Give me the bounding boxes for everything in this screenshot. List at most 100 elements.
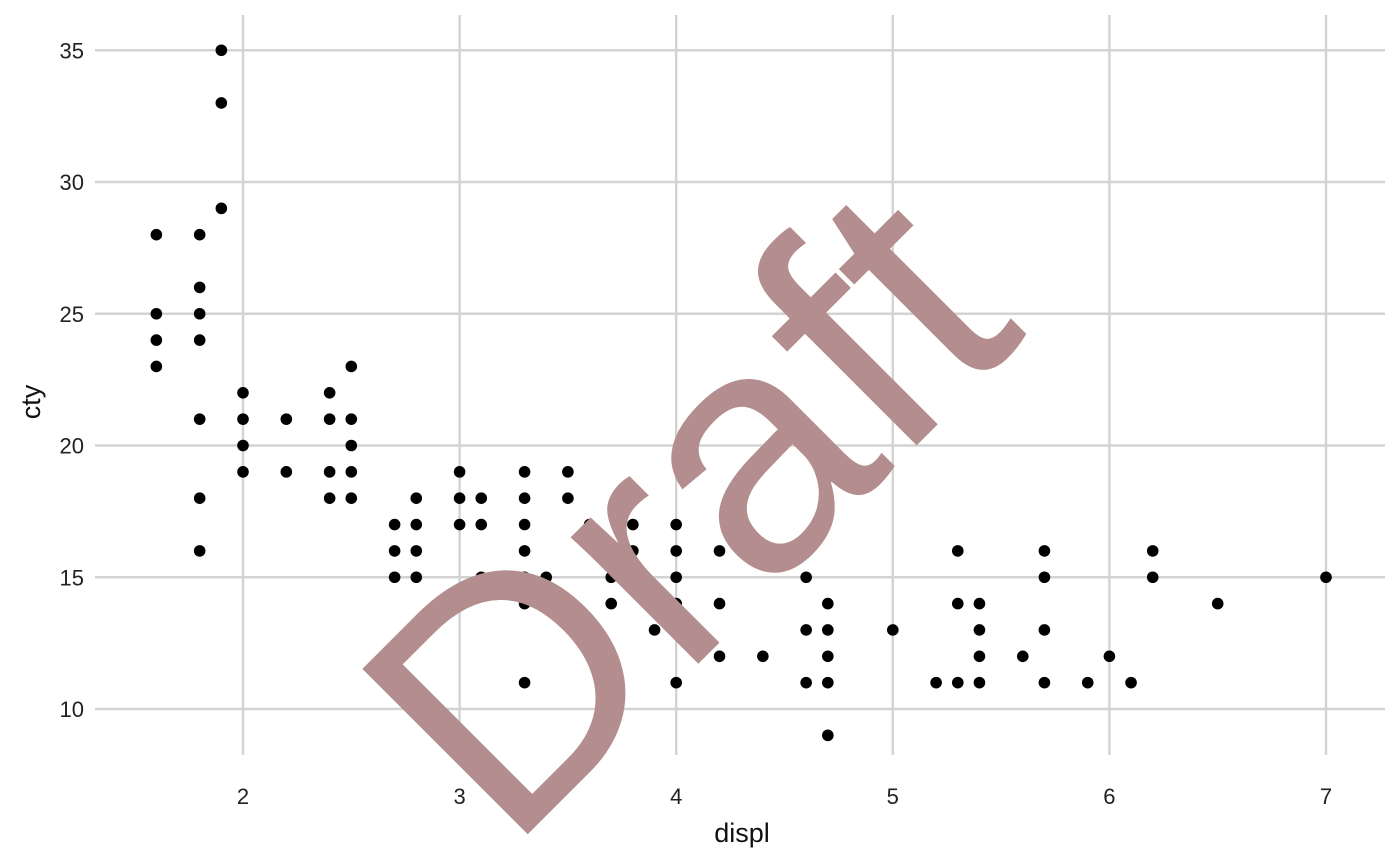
data-point — [1146, 571, 1159, 584]
data-point — [930, 676, 942, 689]
grid-lines — [95, 15, 1385, 755]
data-point — [280, 413, 293, 425]
data-point — [388, 545, 401, 557]
data-point — [475, 518, 488, 531]
data-point — [345, 466, 358, 478]
data-point — [323, 413, 336, 425]
data-point — [1103, 650, 1116, 663]
x-tick-label: 7 — [1320, 784, 1332, 809]
data-point — [605, 597, 618, 610]
data-point — [410, 492, 423, 505]
data-point — [973, 676, 986, 689]
data-point — [713, 545, 726, 557]
data-point — [822, 676, 834, 689]
tick-labels: 2 3 4 5 6 7 10 15 20 25 30 35 — [60, 38, 1333, 809]
x-axis-title: displ — [714, 818, 770, 848]
data-point — [670, 545, 682, 557]
data-point — [800, 571, 812, 584]
data-point — [410, 518, 423, 531]
data-point — [1125, 676, 1137, 689]
data-point — [215, 202, 228, 215]
data-point — [388, 518, 401, 531]
x-tick-label: 2 — [237, 784, 249, 809]
y-tick-label: 10 — [60, 697, 84, 722]
data-point — [951, 597, 964, 610]
data-point — [323, 466, 336, 478]
data-point — [345, 439, 358, 452]
data-point — [518, 545, 531, 557]
data-point — [822, 650, 834, 663]
data-point — [150, 334, 163, 346]
data-point — [887, 624, 899, 636]
data-point — [822, 597, 834, 610]
data-point — [973, 650, 986, 663]
data-point — [670, 624, 682, 636]
data-point — [410, 571, 423, 584]
data-point — [215, 44, 228, 57]
data-point — [973, 597, 986, 610]
data-point — [345, 360, 358, 373]
data-point — [518, 597, 531, 610]
data-point — [193, 413, 206, 425]
data-point — [670, 518, 682, 531]
data-point — [1081, 676, 1094, 689]
data-point — [822, 729, 834, 742]
data-point — [951, 545, 964, 557]
y-tick-label: 20 — [60, 434, 84, 459]
data-point — [1146, 545, 1159, 557]
data-point — [345, 492, 358, 505]
data-point — [518, 571, 531, 584]
data-point — [627, 545, 639, 557]
data-point — [237, 413, 249, 425]
data-points — [150, 44, 1332, 742]
data-point — [410, 545, 423, 557]
y-tick-label: 25 — [60, 302, 84, 327]
data-point — [388, 571, 401, 584]
data-point — [800, 624, 812, 636]
x-tick-label: 3 — [453, 784, 465, 809]
data-point — [822, 624, 834, 636]
data-point — [540, 571, 553, 584]
data-point — [800, 676, 812, 689]
data-point — [193, 307, 206, 320]
y-tick-label: 15 — [60, 565, 84, 590]
y-tick-label: 35 — [60, 38, 84, 63]
data-point — [237, 439, 249, 452]
data-point — [453, 492, 466, 505]
y-axis-title: cty — [16, 384, 46, 419]
data-point — [627, 518, 639, 531]
data-point — [518, 466, 531, 478]
data-point — [150, 360, 163, 373]
data-point — [562, 466, 574, 478]
data-point — [648, 624, 661, 636]
data-point — [562, 492, 574, 505]
data-point — [237, 466, 249, 478]
data-point — [193, 545, 206, 557]
data-point — [951, 676, 964, 689]
x-tick-label: 6 — [1103, 784, 1115, 809]
data-point — [713, 597, 726, 610]
data-point — [193, 281, 206, 294]
data-point — [193, 492, 206, 505]
data-point — [973, 624, 986, 636]
data-point — [193, 334, 206, 346]
data-point — [345, 413, 358, 425]
data-point — [323, 492, 336, 505]
data-point — [453, 518, 466, 531]
data-point — [1038, 676, 1051, 689]
data-point — [670, 571, 682, 584]
data-point — [1038, 545, 1051, 557]
data-point — [215, 97, 228, 109]
data-point — [475, 492, 488, 505]
data-point — [1320, 571, 1332, 584]
data-point — [1038, 571, 1051, 584]
data-point — [518, 518, 531, 531]
watermark-text: Draft — [291, 115, 1082, 865]
data-point — [280, 466, 293, 478]
data-point — [627, 492, 639, 505]
data-point — [518, 676, 531, 689]
data-point — [193, 228, 206, 241]
data-point — [453, 466, 466, 478]
x-tick-label: 4 — [670, 784, 682, 809]
